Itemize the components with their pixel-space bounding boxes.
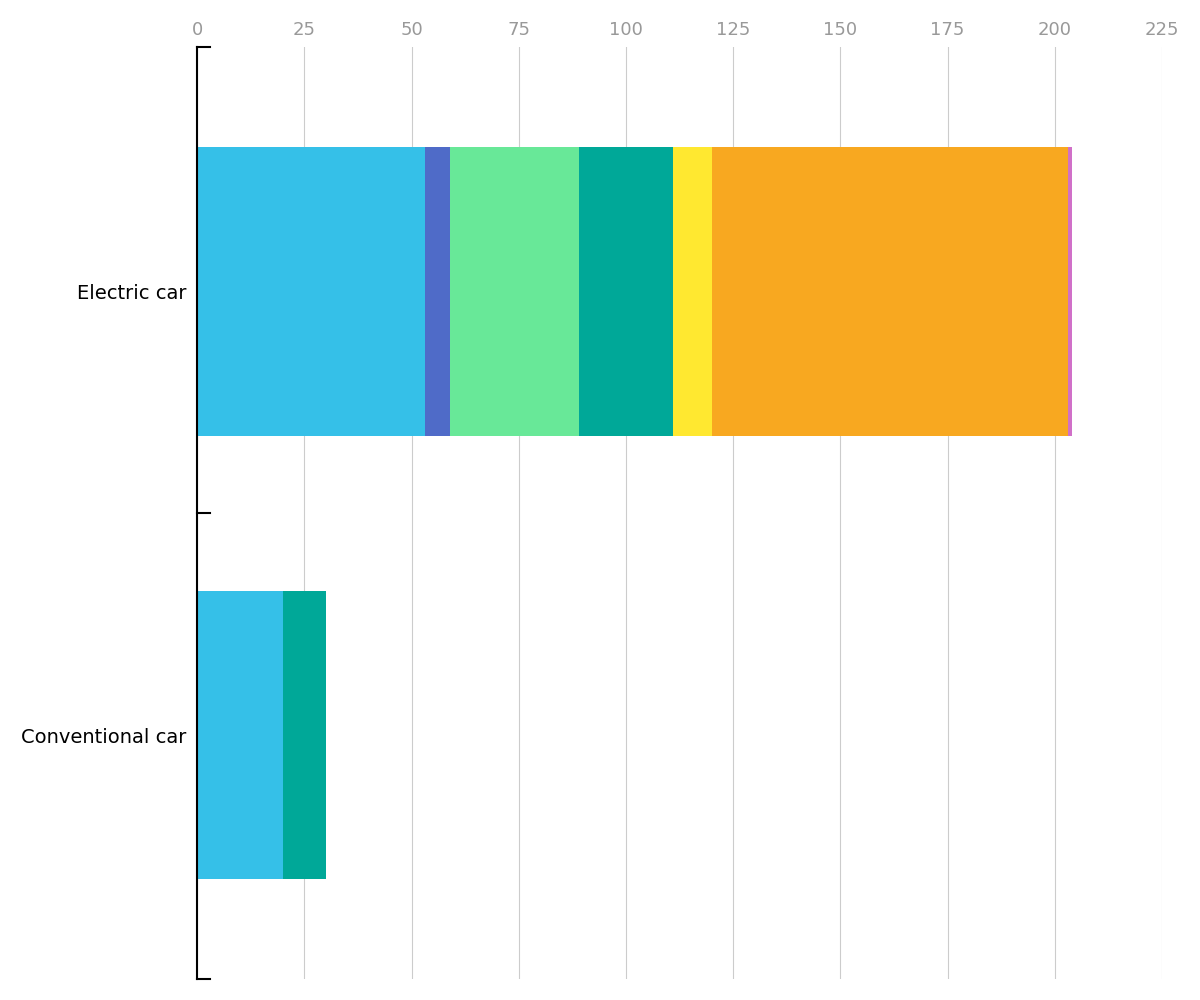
Bar bbox=[425, 147, 450, 436]
Bar bbox=[197, 147, 425, 436]
Bar bbox=[1068, 147, 1072, 436]
Bar bbox=[712, 147, 1068, 436]
Bar bbox=[578, 147, 673, 436]
Bar bbox=[673, 147, 712, 436]
Bar bbox=[283, 591, 326, 879]
Bar bbox=[450, 147, 578, 436]
Bar bbox=[197, 591, 283, 879]
